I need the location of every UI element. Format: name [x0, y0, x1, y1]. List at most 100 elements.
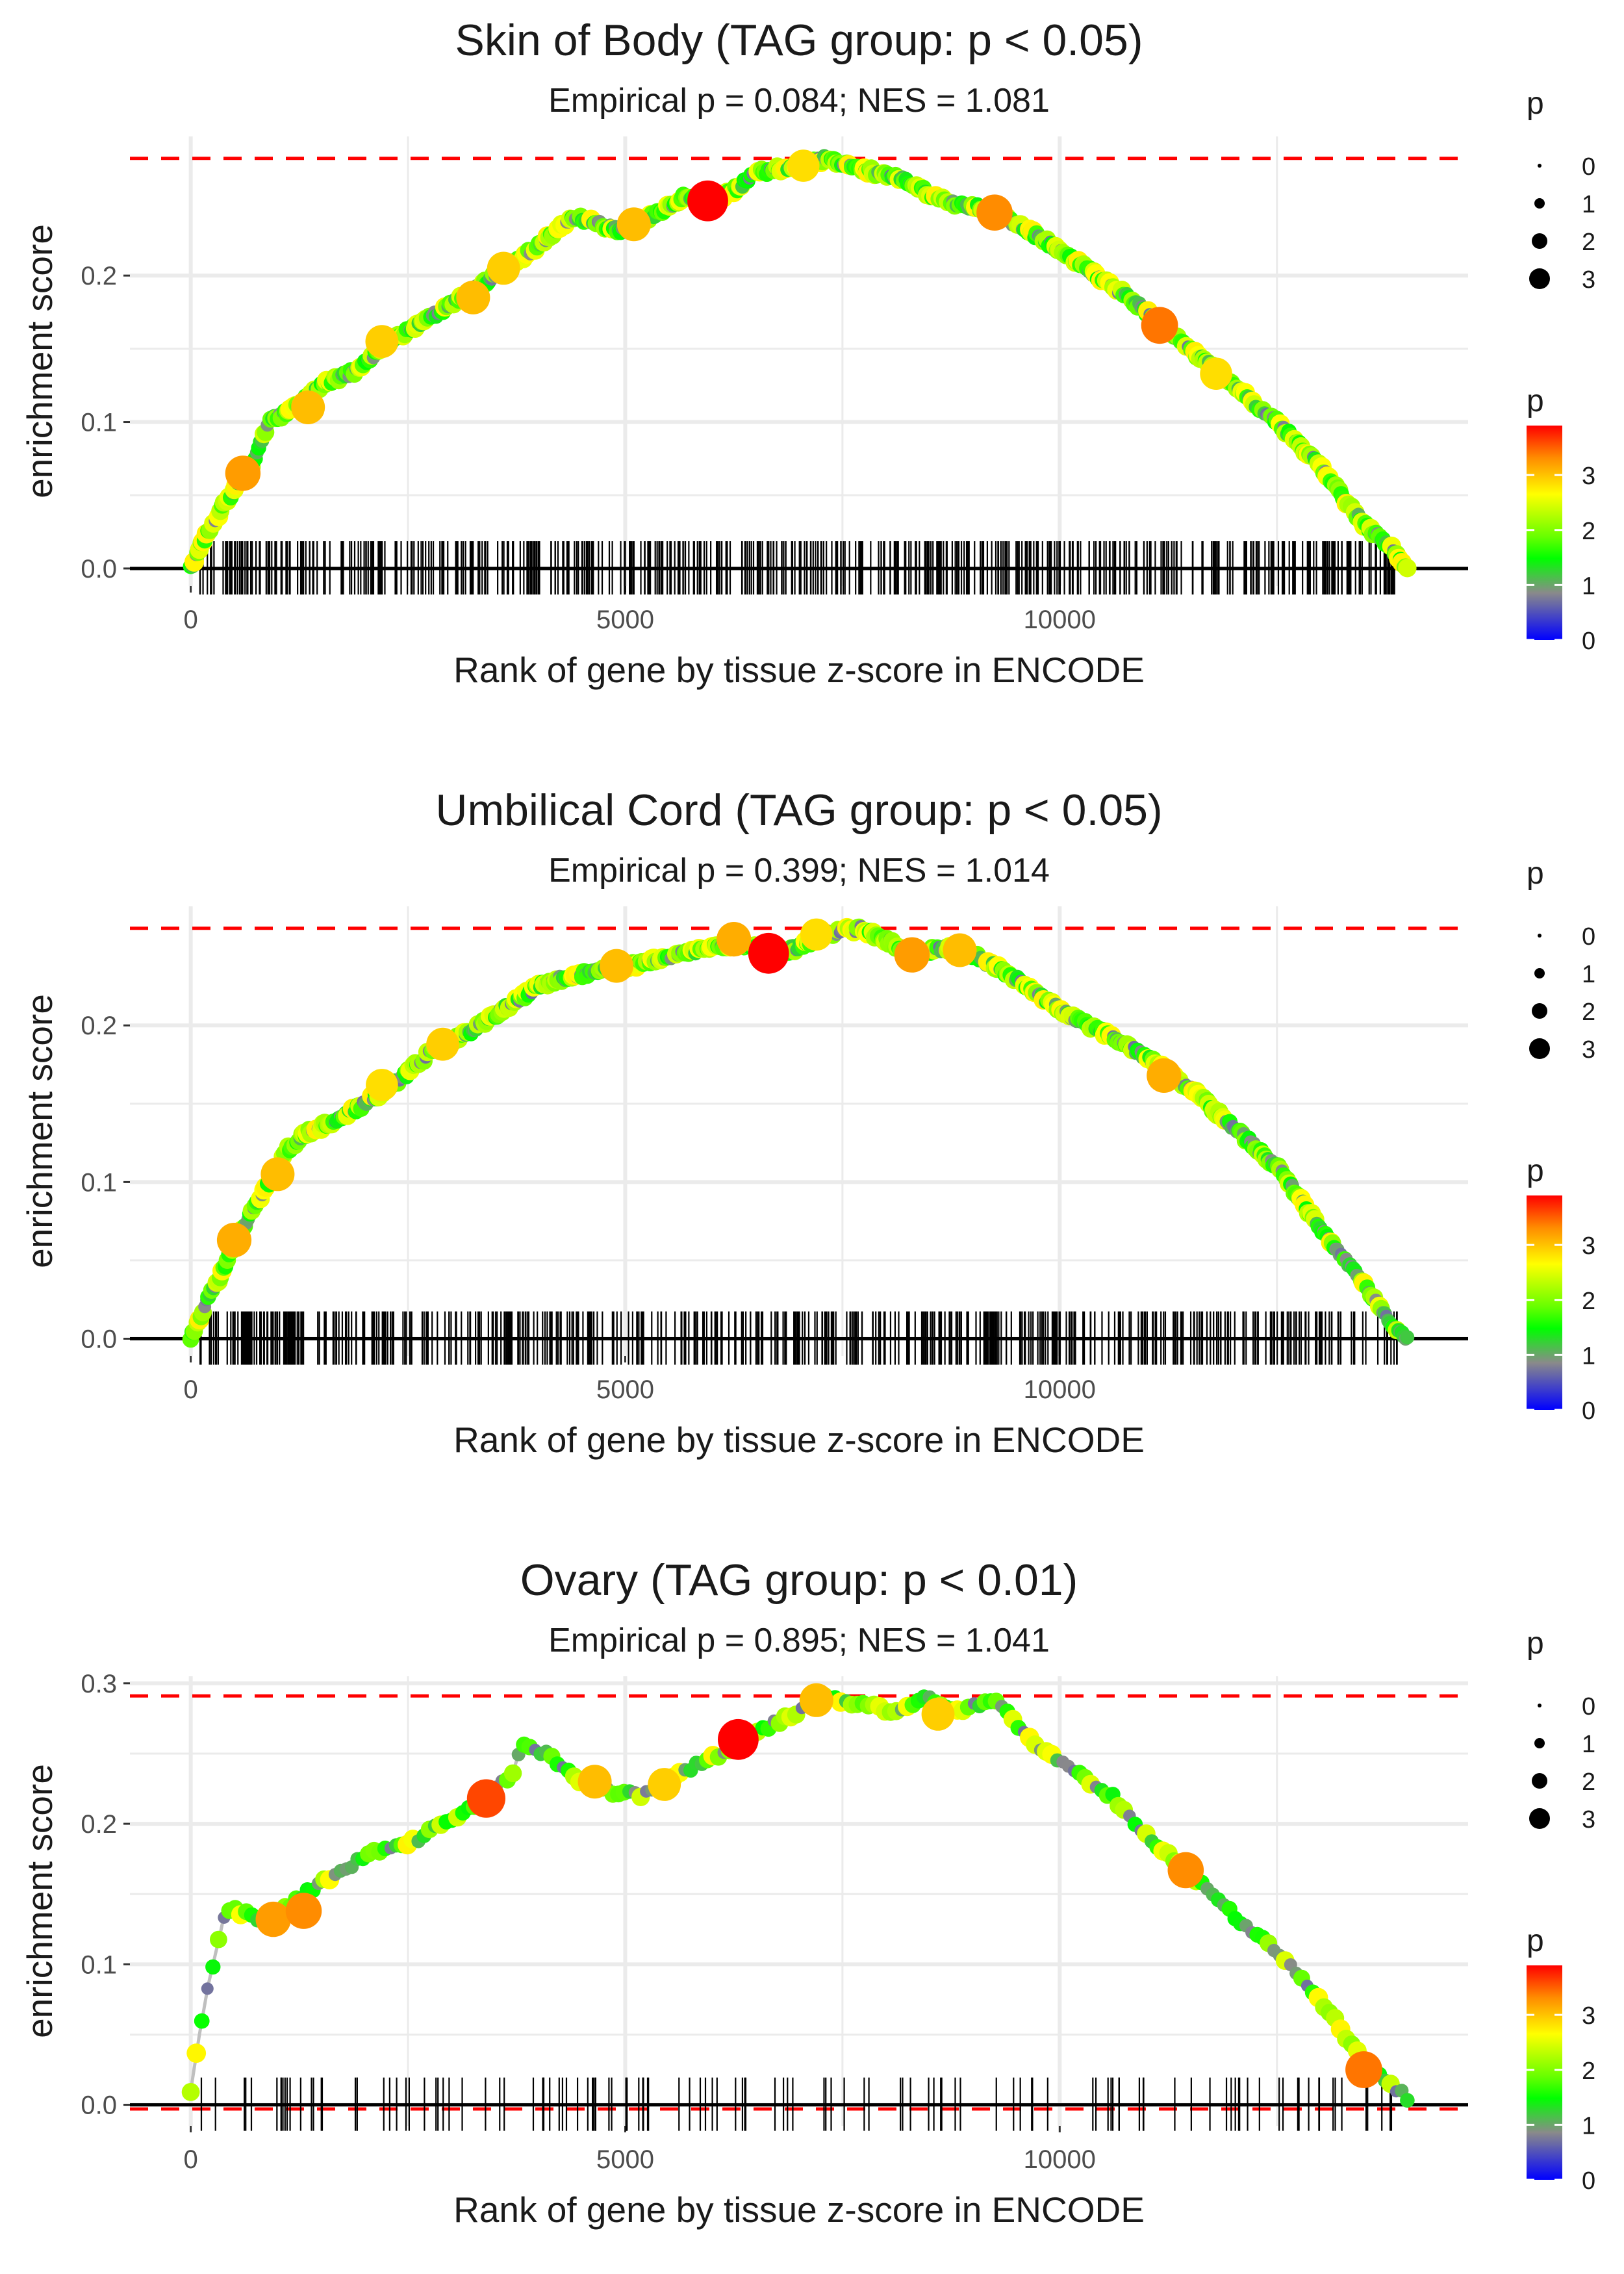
es-point-highlight	[255, 1901, 291, 1937]
es-points	[182, 917, 1415, 1348]
es-point-highlight	[894, 937, 930, 973]
color-legend-label: 3	[1582, 463, 1595, 490]
es-point	[503, 1764, 522, 1782]
es-point-highlight	[718, 1718, 759, 1760]
color-legend-label: 1	[1582, 2112, 1595, 2140]
grid	[130, 136, 1468, 586]
es-point-highlight	[366, 1069, 398, 1101]
y-tick-label: 0.1	[81, 409, 117, 437]
es-point-highlight	[687, 180, 728, 222]
color-legend-title: p	[1527, 384, 1544, 418]
size-legend-dot	[1532, 1773, 1547, 1789]
es-point-highlight	[600, 949, 634, 983]
size-legend-dot	[1532, 1003, 1547, 1019]
es-point-highlight	[487, 251, 520, 285]
chart-title: Skin of Body (TAG group: p < 0.05)	[455, 16, 1143, 65]
chart-panel-3: Ovary (TAG group: p < 0.01) Empirical p =…	[19, 1555, 1595, 2230]
size-legend-label: 3	[1582, 1806, 1595, 1833]
color-legend-label: 0	[1582, 2167, 1595, 2195]
es-point	[210, 1930, 227, 1948]
es-point	[201, 1982, 214, 1995]
es-point-highlight	[1147, 1058, 1182, 1093]
es-points	[183, 149, 1417, 578]
es-point	[1400, 2093, 1415, 2108]
es-point-highlight	[426, 1027, 459, 1061]
es-point-highlight	[717, 922, 752, 957]
color-legend-label: 3	[1582, 2002, 1595, 2030]
chart-panel-1: Skin of Body (TAG group: p < 0.05) Empiri…	[19, 16, 1595, 690]
size-legend-label: 3	[1582, 266, 1595, 294]
color-legend-label: 3	[1582, 1233, 1595, 1260]
es-point-highlight	[466, 1779, 506, 1818]
x-tick-label: 5000	[596, 606, 654, 634]
color-legend-title: p	[1527, 1924, 1544, 1958]
color-legend-label: 1	[1582, 1342, 1595, 1370]
size-legend-dot	[1529, 1808, 1550, 1829]
es-point-highlight	[291, 390, 325, 424]
size-legend-label: 0	[1582, 1693, 1595, 1720]
color-legend-label: 1	[1582, 572, 1595, 600]
size-legend-dot	[1529, 1038, 1550, 1059]
color-legend: p 3 2 1 0	[1527, 384, 1595, 655]
x-tick-label: 10000	[1024, 606, 1096, 634]
color-bar	[1527, 426, 1562, 640]
es-point-highlight	[976, 194, 1013, 231]
y-tick-label: 0.0	[81, 555, 117, 583]
y-tick-label: 0.2	[81, 262, 117, 290]
x-axis-title: Rank of gene by tissue z-score in ENCODE	[453, 2190, 1145, 2230]
chart-title: Ovary (TAG group: p < 0.01)	[520, 1555, 1078, 1605]
es-point	[186, 2043, 207, 2063]
size-legend-title: p	[1527, 86, 1544, 121]
y-tick-label: 0.2	[81, 1012, 117, 1040]
size-legend-dot	[1534, 198, 1545, 209]
y-tick-label: 0.1	[81, 1168, 117, 1197]
size-legend-dot	[1532, 233, 1547, 249]
y-axis-title: enrichment score	[19, 224, 60, 498]
es-point	[194, 2013, 210, 2029]
color-bar	[1527, 1965, 1562, 2180]
size-legend: p 0 1 2 3	[1527, 86, 1595, 294]
y-tick-label: 0.0	[81, 1325, 117, 1353]
size-legend-label: 1	[1582, 1731, 1595, 1758]
es-point-highlight	[456, 280, 490, 314]
es-point	[181, 2083, 200, 2101]
size-legend-label: 1	[1582, 961, 1595, 988]
size-legend-label: 0	[1582, 923, 1595, 951]
running-es-line	[189, 926, 1409, 1340]
x-tick-label: 10000	[1024, 1375, 1096, 1404]
es-point-highlight	[1200, 357, 1232, 390]
x-axis-title: Rank of gene by tissue z-score in ENCODE	[453, 1420, 1145, 1460]
es-point-highlight	[648, 1768, 681, 1801]
size-legend-label: 0	[1582, 153, 1595, 181]
es-points	[181, 1683, 1415, 2108]
es-point-highlight	[748, 932, 789, 974]
color-legend: p 3 2 1 0	[1527, 1924, 1595, 2195]
color-legend-label: 2	[1582, 2058, 1595, 2085]
es-point-highlight	[285, 1893, 322, 1929]
size-legend-title: p	[1527, 856, 1544, 891]
x-tick-label: 10000	[1024, 2145, 1096, 2174]
color-legend-label: 0	[1582, 1398, 1595, 1425]
es-point-highlight	[1345, 2051, 1382, 2088]
size-legend-label: 2	[1582, 229, 1595, 256]
size-legend-dot	[1534, 968, 1545, 978]
chart-subtitle: Empirical p = 0.399; NES = 1.014	[548, 852, 1050, 889]
es-point	[1400, 1330, 1415, 1345]
size-legend-title: p	[1527, 1626, 1544, 1661]
y-axis-title: enrichment score	[19, 994, 60, 1268]
size-legend-label: 2	[1582, 1769, 1595, 1796]
es-point-highlight	[577, 1765, 612, 1799]
es-point-highlight	[800, 918, 833, 951]
size-legend-dot	[1529, 268, 1550, 289]
size-legend: p 0 1 2 3	[1527, 856, 1595, 1064]
x-tick-label: 0	[184, 1375, 198, 1404]
size-legend-label: 1	[1582, 191, 1595, 218]
color-legend-title: p	[1527, 1154, 1544, 1188]
y-tick-label: 0.1	[81, 1950, 117, 1979]
es-point-highlight	[921, 1698, 955, 1731]
chart-title: Umbilical Cord (TAG group: p < 0.05)	[435, 786, 1162, 835]
es-point-highlight	[365, 325, 399, 358]
es-point-highlight	[787, 149, 820, 182]
y-axis-title: enrichment score	[19, 1764, 60, 2038]
